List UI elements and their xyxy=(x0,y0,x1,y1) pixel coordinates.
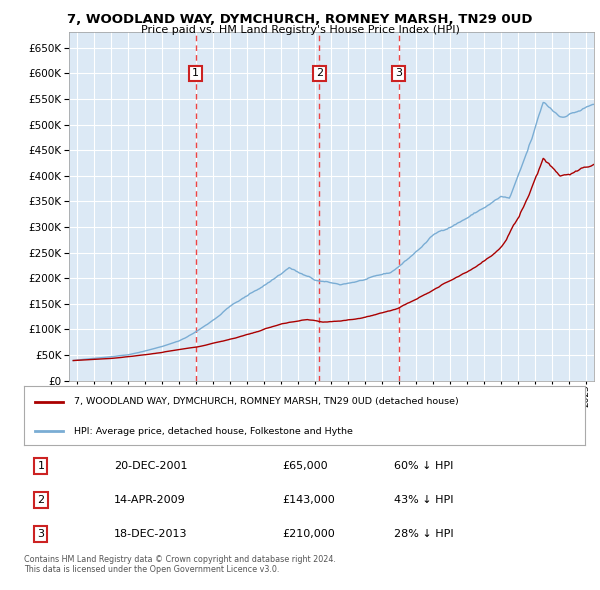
Text: £65,000: £65,000 xyxy=(282,461,328,471)
Text: 1: 1 xyxy=(192,68,199,78)
Text: HPI: Average price, detached house, Folkestone and Hythe: HPI: Average price, detached house, Folk… xyxy=(74,427,353,436)
Text: Price paid vs. HM Land Registry's House Price Index (HPI): Price paid vs. HM Land Registry's House … xyxy=(140,25,460,35)
Text: 28% ↓ HPI: 28% ↓ HPI xyxy=(394,529,454,539)
Text: £143,000: £143,000 xyxy=(282,495,335,505)
Text: 7, WOODLAND WAY, DYMCHURCH, ROMNEY MARSH, TN29 0UD: 7, WOODLAND WAY, DYMCHURCH, ROMNEY MARSH… xyxy=(67,13,533,26)
Text: 2: 2 xyxy=(37,495,44,505)
Text: 20-DEC-2001: 20-DEC-2001 xyxy=(114,461,187,471)
Text: 3: 3 xyxy=(395,68,402,78)
Text: 3: 3 xyxy=(37,529,44,539)
Text: £210,000: £210,000 xyxy=(282,529,335,539)
Text: 2: 2 xyxy=(316,68,323,78)
Text: 14-APR-2009: 14-APR-2009 xyxy=(114,495,185,505)
Text: 60% ↓ HPI: 60% ↓ HPI xyxy=(394,461,454,471)
Text: 43% ↓ HPI: 43% ↓ HPI xyxy=(394,495,454,505)
Text: 1: 1 xyxy=(37,461,44,471)
Text: 18-DEC-2013: 18-DEC-2013 xyxy=(114,529,187,539)
Text: Contains HM Land Registry data © Crown copyright and database right 2024.
This d: Contains HM Land Registry data © Crown c… xyxy=(24,555,336,574)
Text: 7, WOODLAND WAY, DYMCHURCH, ROMNEY MARSH, TN29 0UD (detached house): 7, WOODLAND WAY, DYMCHURCH, ROMNEY MARSH… xyxy=(74,397,459,407)
